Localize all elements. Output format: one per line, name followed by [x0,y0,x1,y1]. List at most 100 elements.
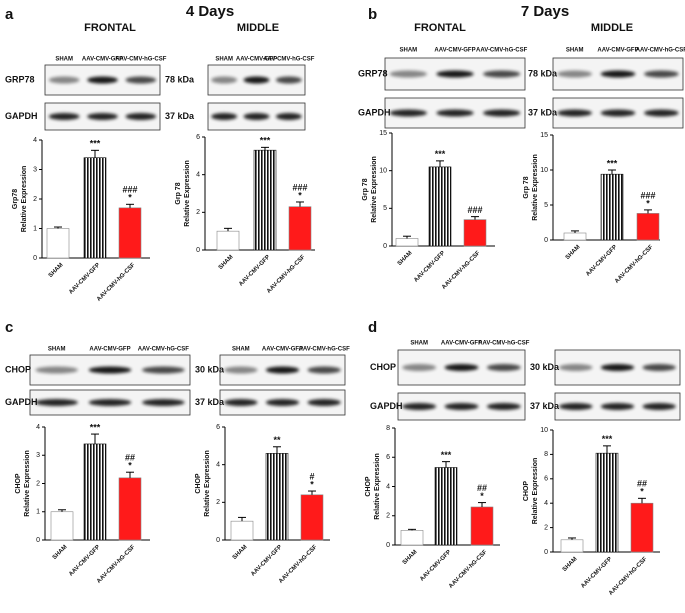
x-tick-label: AAV-CMV-hG-CSF [608,556,649,597]
bar [216,230,240,251]
protein-label: GAPDH [358,107,391,117]
y-tick-label: 4 [36,424,40,431]
y-tick-label: 6 [386,454,390,461]
bar [118,207,142,259]
x-tick-label: SHAM [48,262,65,279]
blot-band [224,366,258,374]
y-tick-label: 10 [379,168,387,175]
significance-mark: ## [637,479,647,489]
x-tick-label: AAV-CMV-GFP [585,244,618,277]
significance-mark: # [309,471,314,481]
x-tick-label: AAV-CMV-hG-CSF [96,544,137,585]
bar-chart: 0 5 10 15 Grp 78 Relative Expression SHAM *** AA… [523,132,660,285]
x-tick-label: AAV-CMV-hG-CSF [96,262,137,303]
y-tick-label: 2 [544,524,548,531]
size-label: 37 kDa [195,397,225,407]
lane-label: AAV-CMV-hG-CSF [299,347,351,353]
blot-band [35,366,78,374]
bar [300,494,324,541]
y-tick-label: 4 [544,500,548,507]
lane-label: SHAM [410,341,428,347]
lane-label: SHAM [232,347,250,353]
lane-label: AAV-CMV-GFP [236,57,277,63]
bar [563,232,587,241]
y-axis-label: CHOP [195,473,202,494]
x-tick-label: SHAM [52,544,69,561]
blot-band [559,403,593,410]
bar-chart: 0 1 2 3 4 Grp78 Relative Expression SHAM *** AAV-… [12,137,150,303]
lane-label: AAV-CMV-hG-CSF [115,57,167,63]
x-tick-label: SHAM [218,254,235,271]
y-tick-label: 4 [386,483,390,490]
y-tick-label: 10 [540,167,548,174]
y-axis-label: Relative Expression [184,160,191,227]
bar [470,506,494,546]
bar [230,520,254,541]
y-axis-label: Relative Expression [204,450,211,517]
blot-band [265,366,300,374]
blot-band [125,76,157,84]
panel-label: d [368,319,377,336]
bar [630,502,654,553]
region-label: MIDDLE [237,22,279,34]
significance-mark: *** [435,149,446,159]
protein-label: GRP78 [5,74,35,84]
lane-label: SHAM [399,48,417,54]
bar [463,219,487,247]
y-tick-label: 5 [383,205,387,212]
bar-chart: 0 5 10 15 Grp 78 Relative Expression SHAM *** AA… [362,130,495,291]
lane-label: AAV-CMV-hG-CSF [476,48,528,54]
y-tick-label: 0 [386,542,390,549]
lane-label: SHAM [48,347,66,353]
x-tick-label: AAV-CMV-hG-CSF [278,544,319,585]
blot-band [486,403,521,410]
blot-band [600,403,635,410]
blot-band [211,76,238,84]
size-label: 37 kDa [530,401,560,411]
x-tick-label: AAV-CMV-hG-CSF [448,549,489,590]
blot-band [389,70,428,78]
y-tick-label: 8 [544,451,548,458]
panel-heading: 7 Days [521,3,569,20]
x-tick-label: AAV-CMV-GFP [68,262,101,295]
y-tick-label: 8 [386,425,390,432]
blot-band [48,76,80,84]
bar [636,213,660,241]
bar-chart: 0 2 4 6 CHOP Relative Expression SHAM ** AAV-CMV… [195,424,330,585]
protein-label: GAPDH [370,401,403,411]
bar [50,511,74,541]
significance-mark: * [310,479,314,489]
significance-mark: ** [273,435,281,445]
bar-chart: 0 2 4 6 Grp 78 Relative Expression SHAM *** AAV-… [175,134,315,295]
blot-band [436,70,474,78]
blot-band [389,109,428,117]
significance-mark: * [298,190,302,200]
lane-label: AAV-CMV-hG-CSF [478,341,530,347]
y-axis-label: Relative Expression [21,166,28,233]
lane-label: AAV-CMV-GFP [441,341,482,347]
x-tick-label: SHAM [565,244,582,261]
bar [288,206,312,251]
protein-label: CHOP [370,362,396,372]
y-axis-label: Grp 78 [362,178,369,200]
blot-band [243,113,270,120]
region-label: FRONTAL [414,22,466,34]
protein-label: GAPDH [5,397,38,407]
y-tick-label: 3 [36,452,40,459]
lane-label: AAV-CMV-GFP [434,48,475,54]
significance-mark: *** [602,434,613,444]
bar [395,238,419,247]
lane-label: AAV-CMV-hG-CSF [636,48,685,54]
region-label: MIDDLE [591,22,633,34]
x-tick-label: SHAM [402,549,419,566]
panel-label: c [5,319,13,336]
y-tick-label: 4 [33,137,37,144]
y-tick-label: 3 [33,166,37,173]
y-tick-label: 2 [216,499,220,506]
blot-band [211,113,238,120]
y-axis-label: Grp 78 [175,182,182,204]
y-tick-label: 15 [379,130,387,137]
lane-label: AAV-CMV-GFP [597,48,638,54]
lane-label: SHAM [215,57,233,63]
